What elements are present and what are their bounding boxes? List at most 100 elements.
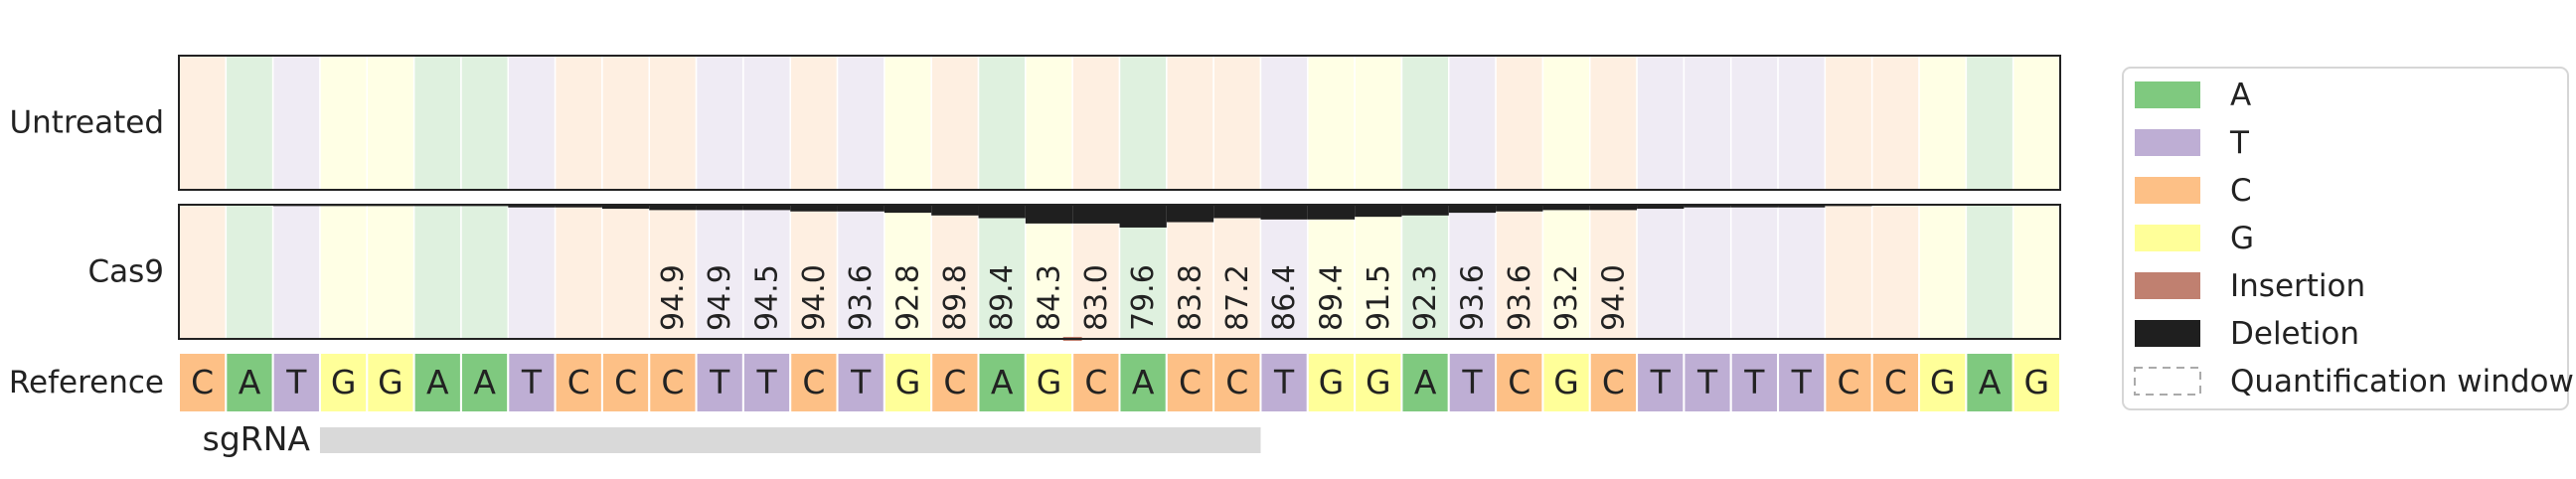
heatmap-cell <box>1212 55 1262 191</box>
legend-swatch-quantification-window <box>2134 367 2201 396</box>
heatmap-cell <box>1729 204 1779 340</box>
heatmap-cell <box>1636 204 1686 340</box>
reference-label: Reference <box>9 365 164 400</box>
percent-label: 93.6 <box>1455 264 1490 331</box>
heatmap-cell <box>1729 55 1779 191</box>
heatmap-cell <box>225 204 274 340</box>
reference-base-cell <box>554 352 603 413</box>
panel-cas9: 94.9 94.9 94.5 94.0 93.6 92.8 89.8 89.4 84.3 83.0… <box>87 204 2061 341</box>
reference-base-letter: A <box>991 363 1014 401</box>
heatmap-cell <box>1118 55 1168 191</box>
reference-base-cell <box>318 352 369 413</box>
legend-swatch <box>2135 320 2200 347</box>
heatmap-cell <box>977 204 1027 340</box>
heatmap-cell <box>1589 55 1638 191</box>
percent-label: 86.4 <box>1267 264 1302 331</box>
heatmap-cell <box>319 55 369 191</box>
reference-base-letter: C <box>943 363 966 401</box>
reference-base-letter: C <box>1838 363 1860 401</box>
deletion-bar <box>742 205 791 211</box>
panel-frame <box>178 55 2061 191</box>
reference-base-letter: C <box>802 363 825 401</box>
heatmap-cell <box>178 204 228 340</box>
heatmap-cell <box>178 55 228 191</box>
heatmap-cell <box>554 55 603 191</box>
deletion-bar <box>508 205 556 208</box>
heatmap-cell <box>225 55 274 191</box>
reference-base-cell <box>1024 352 1074 413</box>
percent-label: 89.4 <box>1314 264 1349 331</box>
heatmap-cell <box>412 204 462 340</box>
heatmap-cell <box>977 55 1027 191</box>
percent-label: 93.2 <box>1549 264 1584 331</box>
heatmap-cell <box>1777 55 1827 191</box>
deletion-bar <box>1072 205 1120 224</box>
deletion-bar <box>1119 205 1167 228</box>
reference-base-letter: A <box>239 363 261 401</box>
legend-swatch <box>2135 81 2200 108</box>
deletion-bar <box>790 205 838 212</box>
reference-base-cell <box>1306 352 1357 413</box>
legend-swatch <box>2135 129 2200 156</box>
percent-label: 94.0 <box>797 264 832 331</box>
heatmap-cell <box>507 55 557 191</box>
reference-base-cell <box>1777 352 1827 413</box>
reference-base-cell <box>1354 352 1403 413</box>
legend-swatch <box>2135 225 2200 251</box>
heatmap-cell <box>1354 55 1403 191</box>
reference-base-letter: T <box>1743 363 1765 401</box>
heatmap-cell <box>1683 55 1732 191</box>
reference-base-cell <box>178 352 228 413</box>
reference-base-letter: C <box>567 363 590 401</box>
heatmap-cell <box>1307 55 1356 191</box>
reference-base-letter: A <box>1132 363 1155 401</box>
heatmap-cell <box>507 204 557 340</box>
row-label: Cas9 <box>87 254 164 290</box>
percent-label: 93.6 <box>844 264 879 331</box>
percent-label: 89.4 <box>985 264 1020 331</box>
reference-base-letter: G <box>2024 363 2050 401</box>
percent-label: 79.6 <box>1126 264 1161 331</box>
reference-base-letter: A <box>1414 363 1437 401</box>
deletion-bar <box>1025 205 1073 224</box>
deletion-bar <box>837 205 885 212</box>
percent-label: 83.8 <box>1173 264 1208 331</box>
heatmap-cell <box>884 204 932 340</box>
reference-base-letter: T <box>1650 363 1672 401</box>
deletion-bar <box>1730 205 1779 208</box>
heatmap-cell <box>1541 55 1591 191</box>
heatmap-cell <box>836 55 886 191</box>
heatmap-cell <box>695 55 744 191</box>
reference-base-letter: C <box>1225 363 1248 401</box>
heatmap-cell <box>271 204 321 340</box>
heatmap-cell <box>930 55 980 191</box>
heatmap-cell <box>1259 204 1309 340</box>
deletion-bar <box>601 205 650 210</box>
deletion-bar <box>931 205 979 216</box>
heatmap-cell <box>695 204 744 340</box>
deletion-bar <box>1496 205 1543 212</box>
deletion-bar <box>1778 205 1826 208</box>
reference-base-letter: C <box>1508 363 1530 401</box>
row-label: Untreated <box>9 105 164 141</box>
reference-base-letter: G <box>1930 363 1956 401</box>
heatmap-cell <box>1918 204 1968 340</box>
deletion-bar <box>649 205 697 211</box>
deletion-bar <box>555 205 602 208</box>
reference-base-letter: G <box>895 363 921 401</box>
percent-label: 94.9 <box>656 264 691 331</box>
reference-base-letter: T <box>1696 363 1718 401</box>
reference-base-letter: T <box>1791 363 1813 401</box>
heatmap-cell <box>1965 204 2014 340</box>
legend-label: C <box>2230 173 2252 209</box>
legend-swatch <box>2135 177 2200 204</box>
heatmap-cell <box>742 55 791 191</box>
reference-base-letter: G <box>1319 363 1345 401</box>
reference-base-letter: C <box>1602 363 1625 401</box>
reference-base-cell <box>1918 352 1968 413</box>
heatmap-cell <box>1259 55 1309 191</box>
deletion-bar <box>1166 205 1214 223</box>
heatmap-cell <box>1025 55 1073 191</box>
reference-base-cell <box>836 352 886 413</box>
